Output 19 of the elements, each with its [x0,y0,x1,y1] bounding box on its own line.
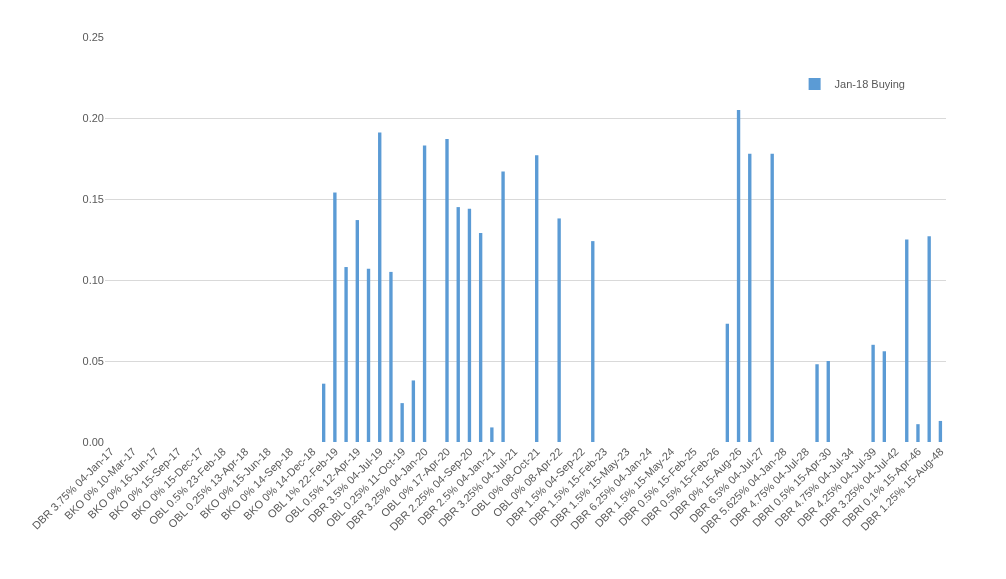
bar [333,192,337,442]
y-tick-label: 0.20 [82,111,104,124]
y-tick-label: 0.05 [82,354,104,367]
bar [389,271,393,442]
bar [445,139,449,442]
bar [344,267,348,442]
bar [815,364,819,442]
legend-label: Jan-18 Buying [834,78,905,91]
y-tick-label: 0.00 [82,435,104,448]
bar [400,403,404,442]
y-tick-label: 0.10 [82,273,104,286]
y-tick-label: 0.25 [82,30,104,43]
bar [871,344,875,442]
bar [557,218,561,442]
bar [490,427,494,442]
bar [501,171,505,442]
y-tick-label: 0.15 [82,192,104,205]
bar [411,380,416,442]
bar [916,424,920,442]
